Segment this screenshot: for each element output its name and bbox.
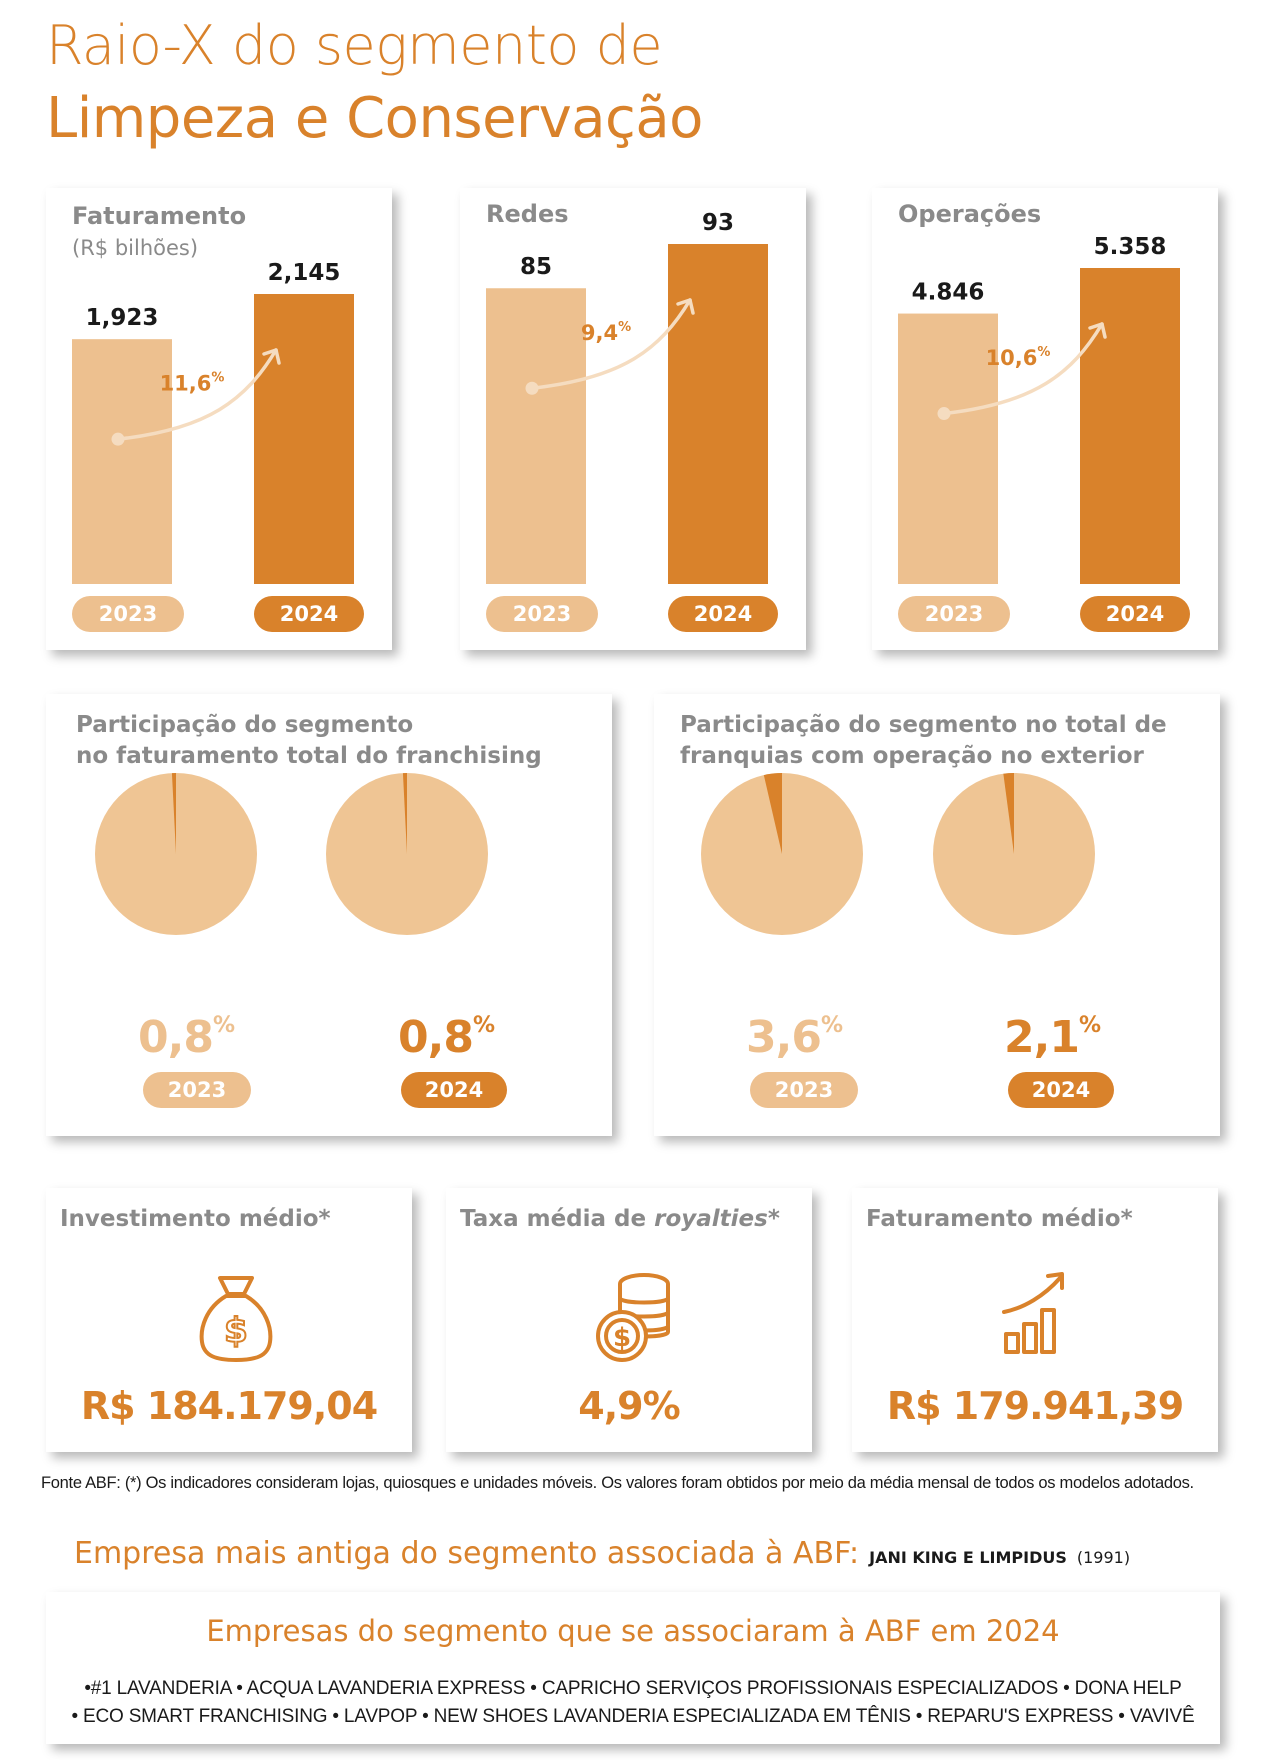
growth-label: 10,6% xyxy=(986,345,1051,370)
year-pill-2024: 2024 xyxy=(668,596,778,632)
svg-text:$: $ xyxy=(224,1311,248,1351)
bar-value-label-2024: 5.358 xyxy=(1094,234,1167,260)
money-bag-icon: $ xyxy=(199,1276,273,1362)
year-pill-2023: 2023 xyxy=(898,596,1010,632)
kpi-value: R$ 184.179,04 xyxy=(80,1384,378,1428)
share-revenue-card: Participação do segmento no faturamento … xyxy=(46,694,612,1136)
coins-icon: $ xyxy=(596,1273,670,1362)
year-pill-2023: 2023 xyxy=(486,596,598,632)
bar-2024 xyxy=(1080,268,1180,584)
growth-label-unit: % xyxy=(618,320,631,335)
bar-value-label-2023: 1,923 xyxy=(86,305,159,331)
new-associates-card: Empresas do segmento que se associaram à… xyxy=(46,1592,1220,1744)
card-subtitle: (R$ bilhões) xyxy=(72,236,199,260)
bar-value-label-2023: 4.846 xyxy=(912,280,985,306)
growth-label-unit: % xyxy=(211,371,224,386)
bar-chart: 1,923 2,145 11,6% xyxy=(72,260,354,584)
kpi-investimento-card: Investimento médio* $ R$ 184.179,04 xyxy=(46,1188,412,1452)
pie-slice-2023 xyxy=(763,773,782,854)
bar-2023 xyxy=(486,288,586,584)
bar-2024 xyxy=(254,294,354,584)
pie-charts xyxy=(701,773,1095,935)
growth-arrow xyxy=(530,298,692,390)
pie-value-2024: 0,8% xyxy=(398,1012,495,1063)
card-title: Faturamento xyxy=(72,202,247,230)
card-title-line1: Participação do segmento no total de xyxy=(680,712,1167,738)
growth-arrow xyxy=(116,348,278,441)
kpi-value: 4,9% xyxy=(578,1384,680,1428)
kpi-title: Investimento médio* xyxy=(60,1206,331,1232)
growth-label-unit: % xyxy=(1037,345,1050,360)
pie-value-2023: 3,6% xyxy=(746,1012,843,1063)
year-pill-2024: 2024 xyxy=(401,1072,507,1108)
new-associates-line2: • ECO SMART FRANCHISING • LAVPOP • NEW S… xyxy=(71,1706,1195,1727)
oldest-company-name: JANI KING E LIMPIDUS xyxy=(869,1548,1067,1567)
card-title: Participação do segmento no total de fra… xyxy=(680,710,1167,772)
pie-slice-2024 xyxy=(1003,773,1014,854)
bar-value-label-2024: 2,145 xyxy=(268,260,341,286)
oldest-company-year: (1991) xyxy=(1076,1548,1131,1567)
page-title-line2: Limpeza e Conservação xyxy=(46,86,703,151)
new-associates-title: Empresas do segmento que se associaram à… xyxy=(206,1614,1060,1648)
operacoes-card: Operações 4.846 5.358 10,6% 2023 2024 xyxy=(872,188,1218,650)
year-pill-2024: 2024 xyxy=(1008,1072,1114,1108)
new-associates-line1: •#1 LAVANDERIA • ACQUA LAVANDERIA EXPRES… xyxy=(84,1678,1182,1699)
year-pill-2023: 2023 xyxy=(750,1072,858,1108)
pie-slice-2024 xyxy=(402,773,407,854)
bar-chart: 85 93 9,4% xyxy=(486,210,768,584)
growth-arrow-start xyxy=(937,407,951,421)
faturamento-card: Faturamento (R$ bilhões) 1,923 2,145 11,6%… xyxy=(46,188,392,650)
bar-value-label-2024: 93 xyxy=(702,210,734,236)
growth-arrow-start xyxy=(525,381,539,395)
growth-arrow-head xyxy=(1088,322,1107,339)
page-title-line1: Raio-X do segmento de xyxy=(46,14,663,77)
card-title: Operações xyxy=(898,200,1042,228)
growth-arrow-start xyxy=(111,432,125,446)
growth-arrow-head xyxy=(676,298,695,315)
growth-arrow xyxy=(942,322,1104,416)
bar-value-label-2023: 85 xyxy=(520,254,552,280)
year-pill-2023: 2023 xyxy=(72,596,184,632)
svg-text:$: $ xyxy=(613,1323,631,1353)
growth-label: 9,4% xyxy=(581,320,631,345)
pie-value-2023: 0,8% xyxy=(138,1012,235,1063)
card-title-line1: Participação do segmento xyxy=(76,712,414,738)
card-title: Participação do segmento no faturamento … xyxy=(76,710,542,772)
redes-card: Redes 85 93 9,4% 2023 2024 xyxy=(460,188,806,650)
source-footnote: Fonte ABF: (*) Os indicadores consideram… xyxy=(41,1474,1194,1492)
growth-label: 11,6% xyxy=(160,371,225,396)
kpi-royalties-card: Taxa média de royalties* $ 4,9% xyxy=(446,1188,812,1452)
pie-value-2024: 2,1% xyxy=(1004,1012,1101,1063)
kpi-title: Faturamento médio* xyxy=(866,1206,1133,1232)
growth-chart-icon xyxy=(1002,1272,1064,1354)
oldest-label: Empresa mais antiga do segmento associad… xyxy=(74,1536,860,1571)
growth-arrow-head xyxy=(262,348,281,365)
bar-2023 xyxy=(898,313,998,584)
pie-slice-2023 xyxy=(171,773,176,854)
oldest-company: Empresa mais antiga do segmento associad… xyxy=(74,1536,1130,1571)
card-title-line2: franquias com operação no exterior xyxy=(680,743,1144,769)
kpi-value: R$ 179.941,39 xyxy=(886,1384,1184,1428)
bar-2023 xyxy=(72,339,172,584)
card-title-line2: no faturamento total do franchising xyxy=(76,743,542,769)
year-pill-2024: 2024 xyxy=(1080,596,1190,632)
bar-2024 xyxy=(668,244,768,584)
year-pill-2024: 2024 xyxy=(254,596,364,632)
year-pill-2023: 2023 xyxy=(143,1072,251,1108)
kpi-title: Taxa média de royalties* xyxy=(460,1206,780,1232)
kpi-faturamento-card: Faturamento médio* R$ 179.941,39 xyxy=(852,1188,1218,1452)
bar-chart: 4.846 5.358 10,6% xyxy=(898,234,1180,584)
share-abroad-card: Participação do segmento no total de fra… xyxy=(654,694,1220,1136)
card-title: Redes xyxy=(486,200,569,228)
pie-charts xyxy=(95,773,488,935)
